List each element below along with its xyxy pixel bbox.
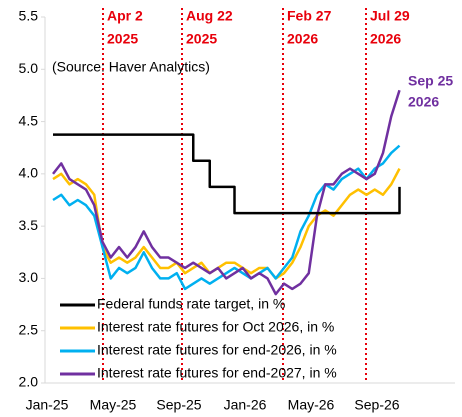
legend-label: Federal funds rate target, in % [97, 296, 285, 312]
event-label: Feb 27 [287, 8, 332, 24]
event-label: Jul 29 [370, 8, 410, 24]
x-tick-label: May-25 [90, 397, 137, 413]
event-label: Aug 22 [186, 8, 233, 24]
series-line [53, 133, 401, 215]
x-tick-label: Jan-26 [224, 397, 267, 413]
x-tick-label: Jan-25 [26, 397, 69, 413]
event-label: 2025 [107, 31, 138, 47]
y-tick-label: 3.0 [19, 269, 39, 285]
x-tick-label: May-26 [288, 397, 335, 413]
source-note: (Source: Haver Analytics) [52, 59, 210, 75]
legend-label: Interest rate futures for end-2027, in % [97, 365, 337, 381]
y-tick-label: 4.0 [19, 165, 39, 181]
x-tick-label: Sep-25 [156, 397, 201, 413]
series-line [52, 168, 401, 280]
y-tick-label: 5.5 [19, 8, 39, 24]
end-label: 2026 [408, 94, 439, 110]
y-tick-label: 4.5 [19, 112, 39, 128]
legend-label: Interest rate futures for Oct 2026, in % [97, 319, 334, 335]
y-tick-label: 2.0 [19, 374, 39, 390]
series-line [52, 89, 401, 296]
legend-label: Interest rate futures for end-2026, in % [97, 342, 337, 358]
event-label: 2025 [186, 31, 217, 47]
event-label: Apr 2 [107, 8, 143, 24]
series-line [52, 144, 401, 291]
y-tick-label: 2.5 [19, 321, 39, 337]
x-tick-label: Sep-26 [354, 397, 399, 413]
event-label: 2026 [287, 31, 318, 47]
end-label: Sep 25 [408, 73, 453, 89]
event-label: 2026 [370, 31, 401, 47]
y-tick-label: 3.5 [19, 217, 39, 233]
y-tick-label: 5.0 [19, 60, 39, 76]
